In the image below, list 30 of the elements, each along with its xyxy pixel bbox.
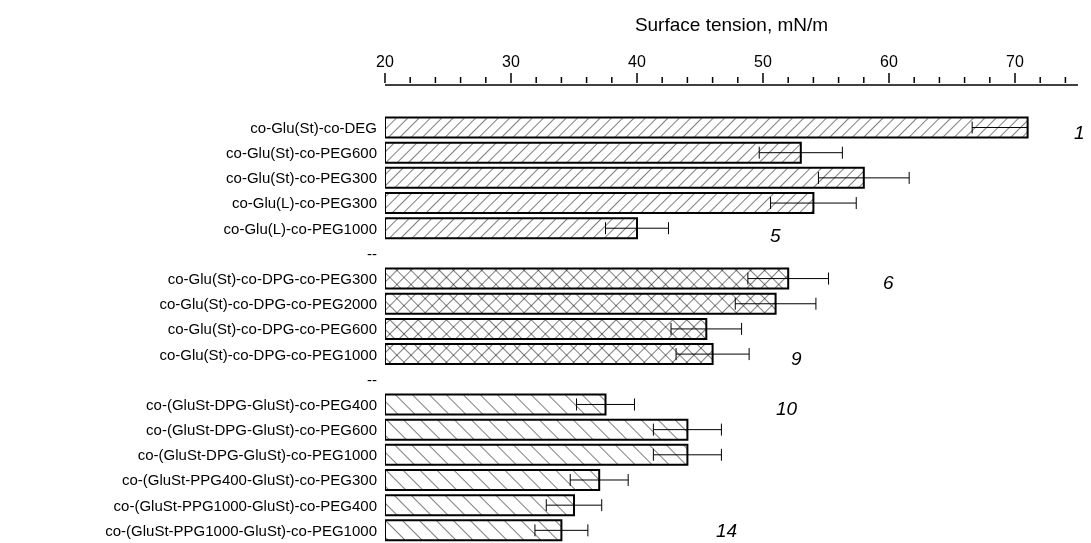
x-axis-title: Surface tension, mN/m xyxy=(634,14,829,36)
y-tick-label: co-Glu(L)-co-PEG1000 xyxy=(223,219,377,237)
y-tick-label: co-(GluSt-PPG1000-GluSt)-co-PEG1000 xyxy=(105,521,377,539)
annotation: 6 xyxy=(883,272,894,293)
annotation: 14 xyxy=(716,520,738,541)
x-tick-label: 20 xyxy=(376,53,394,70)
y-tick-label: co-Glu(St)-co-DEG xyxy=(250,118,377,136)
y-tick-label: co-(GluSt-DPG-GluSt)-co-PEG600 xyxy=(146,421,377,439)
y-tick-label: co-Glu(St)-co-DPG-co-PEG1000 xyxy=(159,345,377,363)
x-tick-label: 60 xyxy=(880,53,898,70)
y-tick-label: co-(GluSt-DPG-GluSt)-co-PEG1000 xyxy=(137,446,377,464)
y-tick-label: -- xyxy=(367,370,377,388)
annotation: 5 xyxy=(770,225,781,246)
x-tick-label: 50 xyxy=(754,53,772,70)
y-tick-label: co-(GluSt-DPG-GluSt)-co-PEG400 xyxy=(146,395,377,413)
y-tick-label: co-Glu(St)-co-PEG300 xyxy=(226,169,377,187)
annotation: 9 xyxy=(791,348,802,369)
y-tick-label: co-(GluSt-PPG400-GluSt)-co-PEG300 xyxy=(121,471,377,489)
annotation: 1 xyxy=(1074,122,1085,143)
y-tick-label: co-Glu(St)-co-PEG600 xyxy=(226,144,377,162)
y-tick-label: co-Glu(St)-co-DPG-co-PEG600 xyxy=(167,320,377,338)
annotation: 10 xyxy=(776,398,798,419)
y-tick-label: -- xyxy=(367,244,377,262)
x-tick-label: 70 xyxy=(1006,53,1024,70)
x-tick-label: 40 xyxy=(628,53,646,70)
y-tick-label: co-(GluSt-PPG1000-GluSt)-co-PEG400 xyxy=(113,496,377,514)
y-tick-label: co-Glu(St)-co-DPG-co-PEG2000 xyxy=(159,295,377,313)
y-tick-label: co-Glu(L)-co-PEG300 xyxy=(231,194,377,212)
y-tick-label: co-Glu(St)-co-DPG-co-PEG300 xyxy=(167,269,377,287)
x-tick-label: 30 xyxy=(502,53,520,70)
